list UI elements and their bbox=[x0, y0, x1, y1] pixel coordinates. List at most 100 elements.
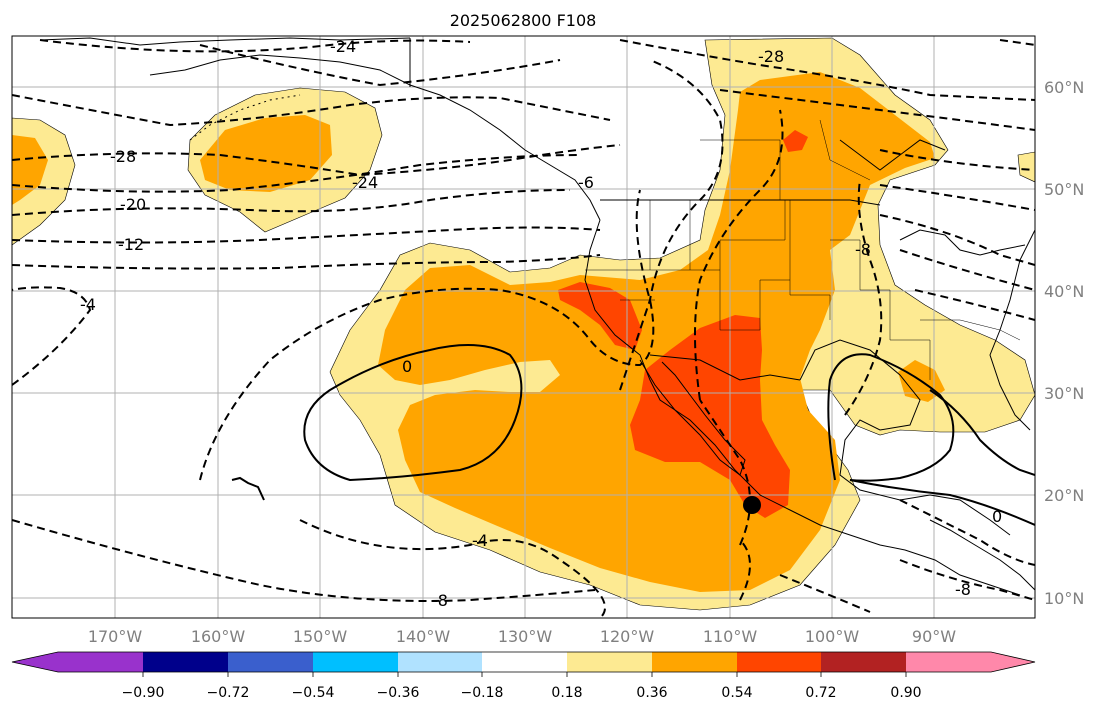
orange-gulf-of-alaska bbox=[200, 115, 332, 192]
zero-contour-pacific bbox=[303, 344, 523, 482]
contour-line bbox=[879, 149, 1035, 171]
colorbar-ticks bbox=[142, 672, 907, 677]
contour-label: -24 bbox=[352, 173, 378, 192]
alaska-coast bbox=[149, 54, 601, 221]
colorbar-segment bbox=[821, 652, 906, 672]
colorbar-right-extension bbox=[991, 652, 1035, 672]
contour-line bbox=[739, 539, 751, 601]
contour-label: -28 bbox=[110, 147, 136, 166]
colorbar-segment bbox=[906, 652, 991, 672]
contour-line bbox=[699, 399, 751, 546]
map-title: 2025062800 F108 bbox=[450, 11, 597, 30]
alaska-north bbox=[39, 37, 411, 46]
lon-label: 160°W bbox=[191, 627, 246, 646]
contour-line bbox=[694, 109, 784, 401]
colorbar-segment bbox=[652, 652, 737, 672]
contour-line bbox=[12, 226, 601, 244]
lat-label: 30°N bbox=[1044, 384, 1084, 403]
contour-label: 0 bbox=[992, 507, 1002, 526]
us-mexico-border bbox=[649, 354, 801, 381]
lat-label: 60°N bbox=[1044, 78, 1084, 97]
contour-label: 0 bbox=[402, 357, 412, 376]
contour-line bbox=[879, 184, 1035, 211]
hawaii bbox=[231, 476, 265, 501]
contour-line bbox=[719, 89, 1035, 131]
lon-label: 130°W bbox=[498, 627, 553, 646]
contour-label: -4 bbox=[80, 295, 96, 314]
colorbar-tick-label: −0.54 bbox=[292, 685, 335, 701]
contour-line bbox=[12, 519, 596, 602]
red-baja-mexico bbox=[630, 315, 790, 518]
colorbar: −0.90 −0.72 −0.54 −0.36 −0.18 0.18 0.36 … bbox=[11, 651, 1036, 701]
graticule bbox=[12, 36, 1035, 618]
lon-label: 150°W bbox=[293, 627, 348, 646]
map-area: -24 -28 -28 -24 -20 -12 -6 -8 -4 0 -4 -8… bbox=[12, 36, 1035, 618]
colorbar-segment bbox=[482, 652, 567, 672]
lat-label: 40°N bbox=[1044, 282, 1084, 301]
shading-red-orange bbox=[558, 130, 808, 518]
contour-line bbox=[12, 94, 611, 127]
lon-label: 170°W bbox=[88, 627, 143, 646]
contour-line bbox=[199, 44, 561, 87]
lon-label: 140°W bbox=[396, 627, 451, 646]
lat-label: 20°N bbox=[1044, 486, 1084, 505]
contour-labels: -24 -28 -28 -24 -20 -12 -6 -8 -4 0 -4 -8… bbox=[80, 37, 1002, 610]
lon-label: 90°W bbox=[912, 627, 956, 646]
colorbar-tick-label: 0.72 bbox=[805, 685, 836, 701]
contour-label: -8 bbox=[955, 580, 971, 599]
lon-label: 120°W bbox=[600, 627, 655, 646]
colorbar-tick-label: −0.18 bbox=[461, 685, 504, 701]
colorbar-segment bbox=[143, 652, 228, 672]
contour-line bbox=[619, 39, 1035, 101]
colorbar-tick-label: −0.90 bbox=[122, 685, 165, 701]
lat-label: 10°N bbox=[1044, 589, 1084, 608]
colorbar-segment bbox=[737, 652, 821, 672]
colorbar-tick-label: 0.18 bbox=[551, 685, 582, 701]
colorbar-tick-label: −0.72 bbox=[207, 685, 250, 701]
shade-region-hudson bbox=[1017, 151, 1035, 183]
contour-line bbox=[899, 249, 1035, 291]
map-frame bbox=[11, 35, 1036, 619]
colorbar-left-extension bbox=[12, 652, 58, 672]
colorbar-segment bbox=[398, 652, 482, 672]
zero-contour-east bbox=[929, 389, 1035, 476]
contour-line bbox=[39, 39, 471, 53]
lon-label: 100°W bbox=[805, 627, 860, 646]
colorbar-segment bbox=[228, 652, 313, 672]
contour-line bbox=[12, 154, 581, 193]
great-lakes bbox=[899, 229, 1026, 256]
zero-contour-caribbean bbox=[849, 479, 1035, 526]
contour-label: -20 bbox=[120, 195, 146, 214]
contour-label: -24 bbox=[330, 37, 356, 56]
colorbar-tick-label: 0.90 bbox=[890, 685, 921, 701]
contour-label: -8 bbox=[855, 240, 871, 259]
red-canada bbox=[783, 130, 808, 152]
contour-line bbox=[12, 189, 571, 216]
contour-line bbox=[914, 289, 1035, 321]
contour-label: -28 bbox=[758, 47, 784, 66]
shading-orange bbox=[12, 72, 945, 592]
contour-line bbox=[879, 214, 1035, 266]
lon-label: 110°W bbox=[703, 627, 758, 646]
lat-label: 50°N bbox=[1044, 180, 1084, 199]
colorbar-segment bbox=[58, 652, 143, 672]
contour-label: -12 bbox=[118, 235, 144, 254]
contour-line bbox=[844, 179, 883, 416]
west-coast-na bbox=[584, 219, 1021, 596]
colorbar-tick-label: 0.54 bbox=[721, 685, 752, 701]
contour-line bbox=[999, 39, 1035, 46]
contour-line bbox=[12, 286, 92, 386]
contour-line bbox=[12, 254, 601, 270]
contour-line bbox=[299, 519, 606, 618]
colorbar-segment bbox=[313, 652, 398, 672]
colorbar-tick-label: −0.36 bbox=[377, 685, 420, 701]
location-marker-dot bbox=[743, 496, 761, 514]
hudson-bay bbox=[839, 139, 946, 171]
contour-label: -4 bbox=[472, 531, 488, 550]
longitude-labels: 170°W 160°W 150°W 140°W 130°W 120°W 110°… bbox=[88, 627, 956, 646]
colorbar-outline bbox=[11, 651, 1036, 673]
orange-main bbox=[378, 72, 935, 592]
orange-west-edge bbox=[12, 135, 48, 205]
east-coast bbox=[989, 229, 1035, 431]
